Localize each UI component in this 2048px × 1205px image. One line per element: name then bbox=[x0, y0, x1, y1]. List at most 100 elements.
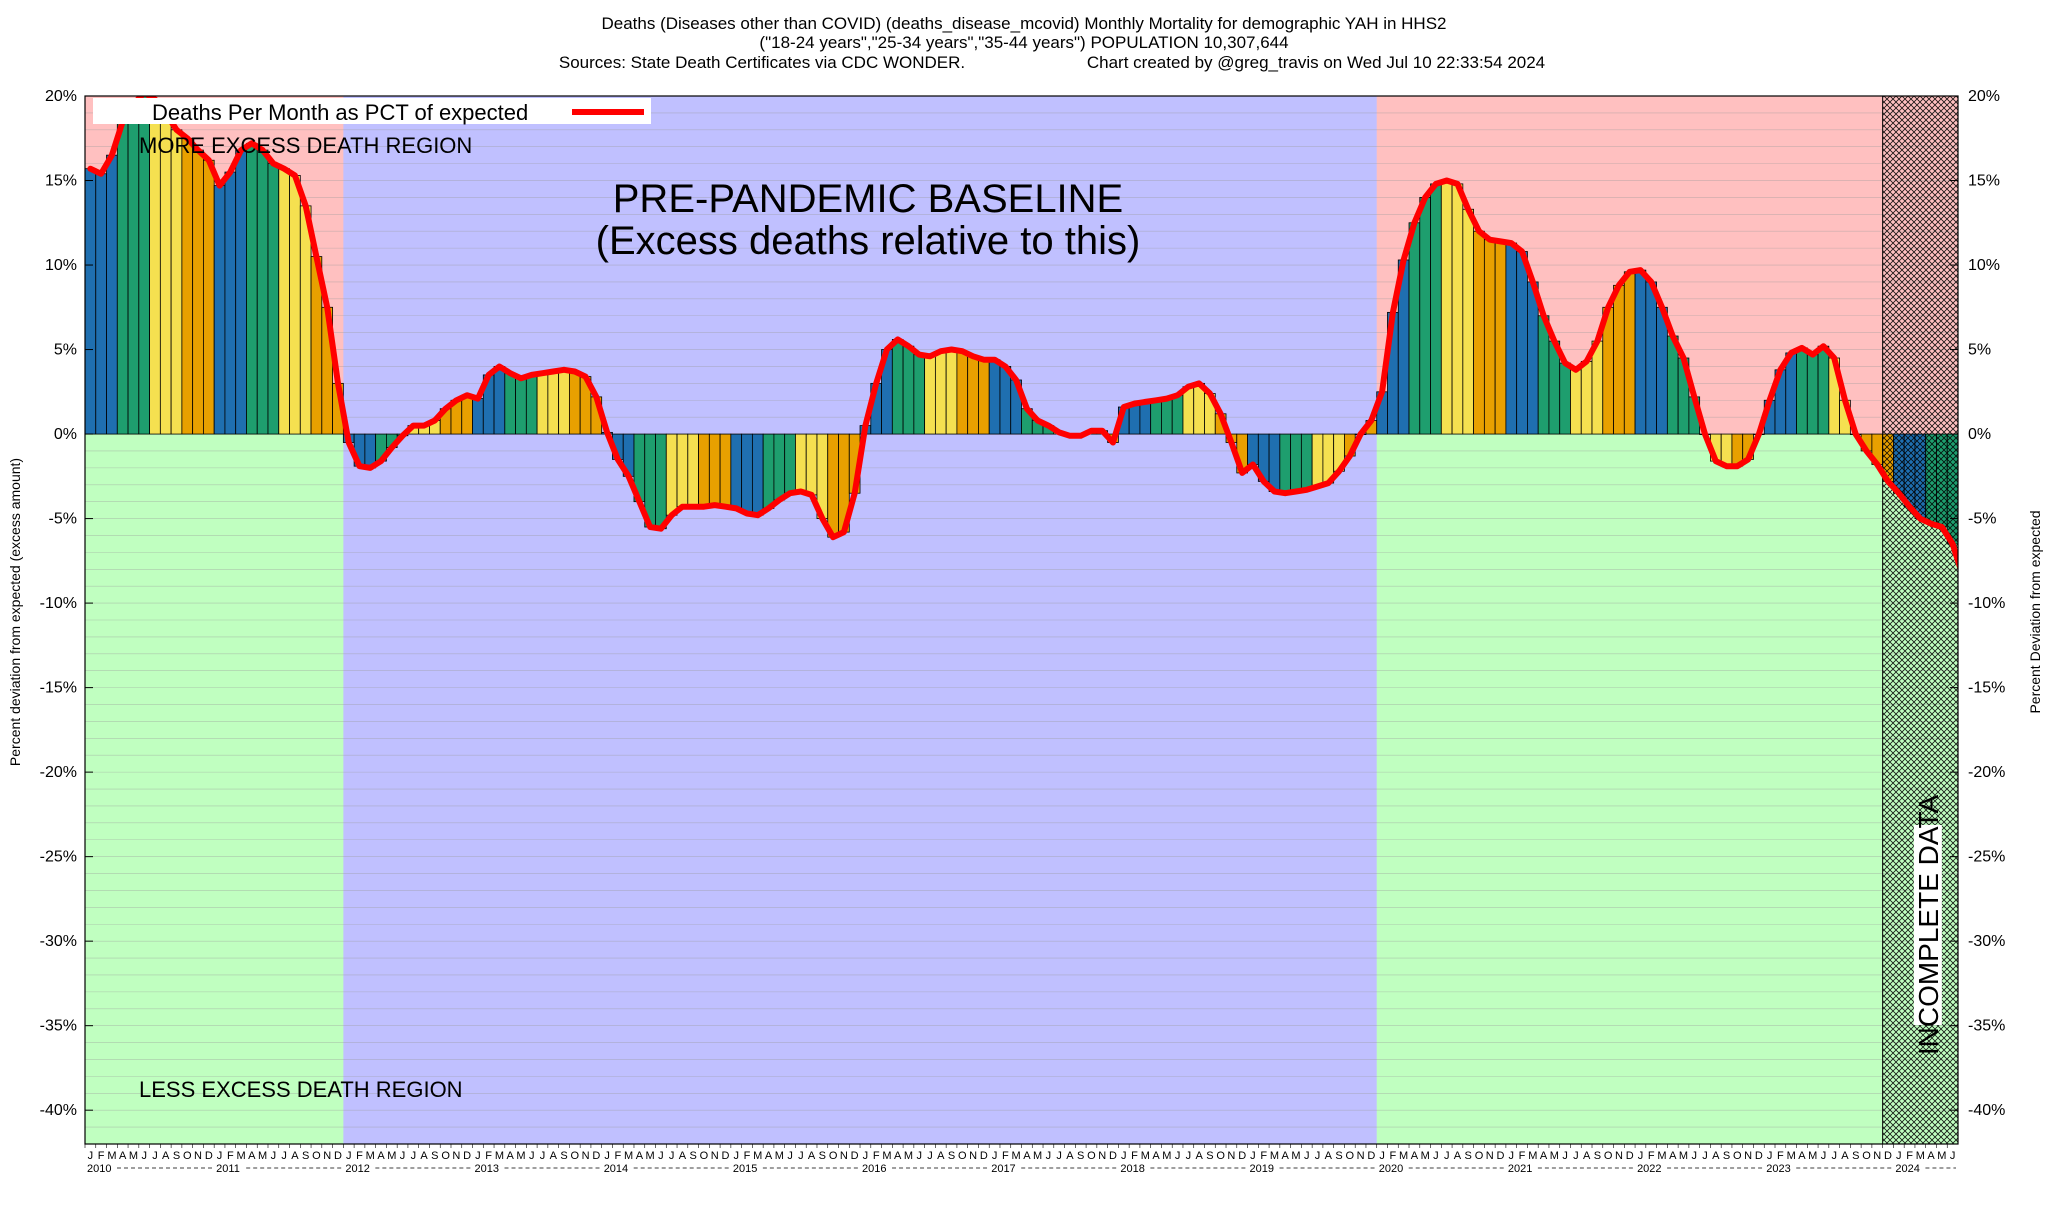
x-month-label: J bbox=[1433, 1150, 1439, 1162]
x-month-label: F bbox=[1648, 1150, 1655, 1162]
x-month-label: J bbox=[1821, 1150, 1827, 1162]
bar bbox=[795, 433, 807, 492]
x-month-label: O bbox=[1346, 1150, 1355, 1162]
x-month-label: S bbox=[1852, 1150, 1859, 1162]
x-month-label: J bbox=[529, 1150, 535, 1162]
bar bbox=[934, 350, 947, 435]
y-tick-label-right: -40% bbox=[1968, 1102, 2005, 1119]
bar bbox=[2044, 434, 2048, 1135]
x-month-label: S bbox=[1077, 1150, 1084, 1162]
bar bbox=[493, 366, 506, 435]
bar bbox=[1171, 394, 1184, 435]
x-month-label: A bbox=[377, 1150, 385, 1162]
x-month-label: A bbox=[1282, 1150, 1290, 1162]
bar bbox=[1430, 183, 1442, 435]
bar bbox=[924, 355, 936, 435]
x-month-label: A bbox=[636, 1150, 644, 1162]
x-month-label: A bbox=[1712, 1150, 1720, 1162]
bar bbox=[95, 173, 107, 435]
x-month-label: M bbox=[1916, 1150, 1925, 1162]
x-month-label: O bbox=[441, 1150, 450, 1162]
x-month-label: A bbox=[1669, 1150, 1677, 1162]
x-year-label: 2016 bbox=[862, 1163, 886, 1175]
x-month-label: J bbox=[604, 1150, 610, 1162]
x-month-label: S bbox=[690, 1150, 697, 1162]
x-month-label: A bbox=[1325, 1150, 1333, 1162]
series-line bbox=[87, 96, 1958, 571]
x-month-label: J bbox=[1056, 1150, 1062, 1162]
legend-box bbox=[93, 98, 651, 124]
y-tick-label-left: 10% bbox=[45, 257, 77, 274]
bar bbox=[1785, 352, 1797, 435]
bar bbox=[762, 433, 775, 509]
x-month-label: O bbox=[1087, 1150, 1096, 1162]
title-line-1: Deaths (Diseases other than COVID) (deat… bbox=[601, 14, 1446, 33]
x-month-label: S bbox=[1465, 1150, 1472, 1162]
x-month-label: M bbox=[387, 1150, 396, 1162]
bar bbox=[278, 168, 290, 435]
bar bbox=[999, 366, 1012, 435]
bar bbox=[1516, 251, 1528, 435]
bar bbox=[1408, 222, 1421, 435]
bar bbox=[116, 120, 129, 435]
bar bbox=[515, 377, 527, 435]
x-month-label: M bbox=[1550, 1150, 1559, 1162]
bar bbox=[547, 371, 560, 435]
baseline-label-line-1: PRE-PANDEMIC BASELINE bbox=[613, 177, 1124, 221]
bar bbox=[1150, 399, 1162, 435]
x-year-label: 2012 bbox=[345, 1163, 369, 1175]
x-month-label: S bbox=[1594, 1150, 1601, 1162]
bar bbox=[687, 433, 699, 508]
x-month-label: N bbox=[1098, 1150, 1106, 1162]
x-month-label: A bbox=[550, 1150, 558, 1162]
x-month-label: F bbox=[1002, 1150, 1009, 1162]
x-month-label: J bbox=[916, 1150, 922, 1162]
bar bbox=[891, 339, 904, 435]
x-year-label: 2015 bbox=[733, 1163, 757, 1175]
x-month-label: J bbox=[798, 1150, 804, 1162]
x-month-label: A bbox=[291, 1150, 299, 1162]
bar bbox=[1645, 281, 1657, 435]
x-month-label: M bbox=[1033, 1150, 1042, 1162]
y-tick-label-left: -30% bbox=[40, 933, 77, 950]
x-month-label: J bbox=[1638, 1150, 1644, 1162]
bar bbox=[1634, 269, 1647, 435]
x-month-label: J bbox=[1767, 1150, 1773, 1162]
x-month-label: J bbox=[152, 1150, 158, 1162]
x-month-label: A bbox=[937, 1150, 945, 1162]
bar bbox=[655, 433, 667, 530]
x-month-label: D bbox=[1238, 1150, 1246, 1162]
x-year-label: 2011 bbox=[216, 1163, 240, 1175]
x-month-label: F bbox=[98, 1150, 105, 1162]
bar bbox=[1537, 315, 1550, 435]
x-month-label: M bbox=[258, 1150, 267, 1162]
legend: Deaths Per Month as PCT of expected bbox=[93, 98, 651, 125]
y-axis-title-left: Percent deviation from expected (excess … bbox=[7, 458, 23, 766]
x-month-label: S bbox=[1335, 1150, 1342, 1162]
x-month-label: J bbox=[1573, 1150, 1579, 1162]
bar bbox=[665, 433, 678, 516]
bar bbox=[784, 433, 796, 494]
legend-label: Deaths Per Month as PCT of expected bbox=[152, 100, 528, 125]
title-line-sources: Sources: State Death Certificates via CD… bbox=[559, 53, 965, 72]
x-month-label: O bbox=[700, 1150, 709, 1162]
x-month-label: J bbox=[1046, 1150, 1052, 1162]
x-month-label: J bbox=[1562, 1150, 1568, 1162]
bar bbox=[568, 371, 581, 435]
x-month-label: A bbox=[1195, 1150, 1203, 1162]
x-month-label: N bbox=[194, 1150, 202, 1162]
x-month-label: J bbox=[1315, 1150, 1321, 1162]
x-month-label: A bbox=[894, 1150, 902, 1162]
x-month-label: M bbox=[1141, 1150, 1150, 1162]
bar bbox=[159, 112, 172, 435]
x-month-label: D bbox=[1109, 1150, 1117, 1162]
x-year-label: 2022 bbox=[1637, 1163, 1661, 1175]
x-year-label: 2023 bbox=[1766, 1163, 1790, 1175]
x-month-label: F bbox=[1906, 1150, 1913, 1162]
baseline-label-line-2: (Excess deaths relative to this) bbox=[596, 219, 1141, 263]
x-month-label: F bbox=[1131, 1150, 1138, 1162]
x-month-label: M bbox=[495, 1150, 504, 1162]
y-tick-label-left: -25% bbox=[40, 849, 77, 866]
x-month-label: J bbox=[281, 1150, 287, 1162]
bar bbox=[224, 171, 237, 435]
